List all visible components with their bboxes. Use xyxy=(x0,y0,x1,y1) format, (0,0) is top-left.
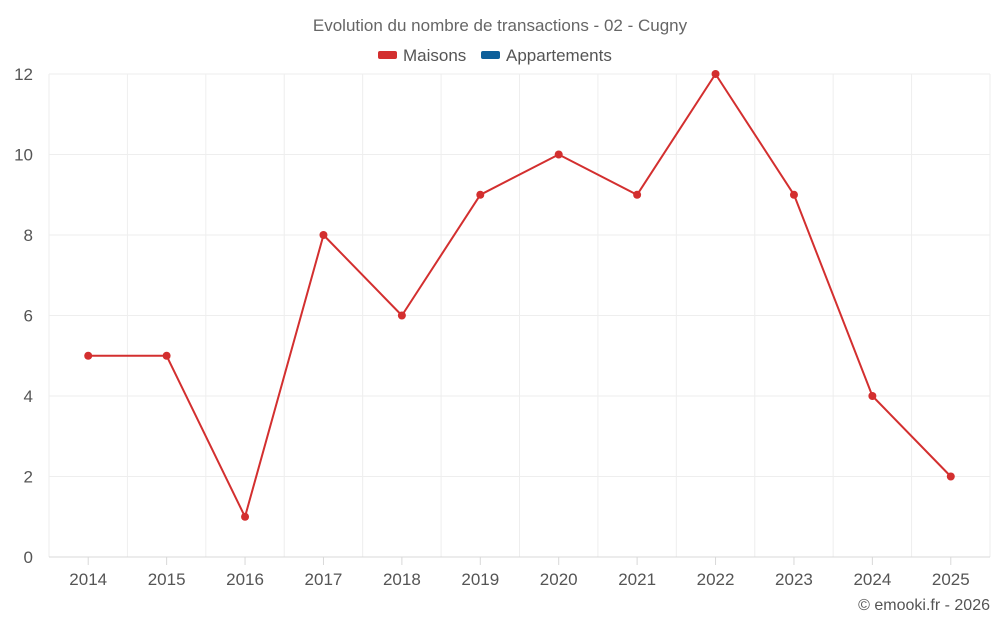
data-point[interactable] xyxy=(633,190,642,199)
data-point[interactable] xyxy=(241,512,250,521)
series-line xyxy=(88,73,952,518)
data-point[interactable] xyxy=(397,311,406,320)
x-tick-label: 2014 xyxy=(69,570,107,589)
chart-title: Evolution du nombre de transactions - 02… xyxy=(313,16,688,35)
legend-label-appartements[interactable]: Appartements xyxy=(506,46,612,65)
legend-swatch-appartements xyxy=(481,51,500,59)
y-tick-label: 2 xyxy=(24,468,33,487)
x-tick-label: 2020 xyxy=(540,570,578,589)
data-point[interactable] xyxy=(84,351,93,360)
x-tick-label: 2023 xyxy=(775,570,813,589)
x-axis-ticks: 2014 2015 2016 2017 2018 2019 2020 2021 2022 2023… xyxy=(69,557,970,589)
series-maisons xyxy=(84,70,955,521)
legend-label-maisons[interactable]: Maisons xyxy=(403,46,466,65)
x-tick-label: 2019 xyxy=(461,570,499,589)
data-point[interactable] xyxy=(868,392,877,400)
y-axis-ticks: 0 2 4 6 8 10 12 xyxy=(14,65,33,567)
y-tick-label: 0 xyxy=(24,548,33,567)
legend: Maisons Appartements xyxy=(378,46,612,65)
grid xyxy=(48,73,991,558)
legend-swatch-maisons xyxy=(378,51,397,59)
data-point[interactable] xyxy=(711,70,720,78)
x-tick-label: 2025 xyxy=(932,570,970,589)
y-tick-label: 10 xyxy=(14,146,33,165)
x-tick-label: 2021 xyxy=(618,570,656,589)
x-tick-label: 2016 xyxy=(226,570,264,589)
data-point[interactable] xyxy=(946,472,955,481)
y-tick-label: 8 xyxy=(24,226,33,245)
x-tick-label: 2018 xyxy=(383,570,421,589)
data-point[interactable] xyxy=(319,231,328,239)
x-tick-label: 2015 xyxy=(148,570,186,589)
x-tick-label: 2024 xyxy=(853,570,891,589)
x-tick-label: 2017 xyxy=(305,570,343,589)
data-point[interactable] xyxy=(162,351,171,360)
data-point[interactable] xyxy=(554,150,563,159)
x-tick-label: 2022 xyxy=(697,570,735,589)
y-tick-label: 6 xyxy=(24,307,33,326)
y-tick-label: 12 xyxy=(14,65,33,84)
data-point[interactable] xyxy=(789,190,798,199)
credit-text[interactable]: © emooki.fr - 2026 xyxy=(858,597,990,614)
y-tick-label: 4 xyxy=(24,387,33,406)
data-point[interactable] xyxy=(476,190,485,199)
